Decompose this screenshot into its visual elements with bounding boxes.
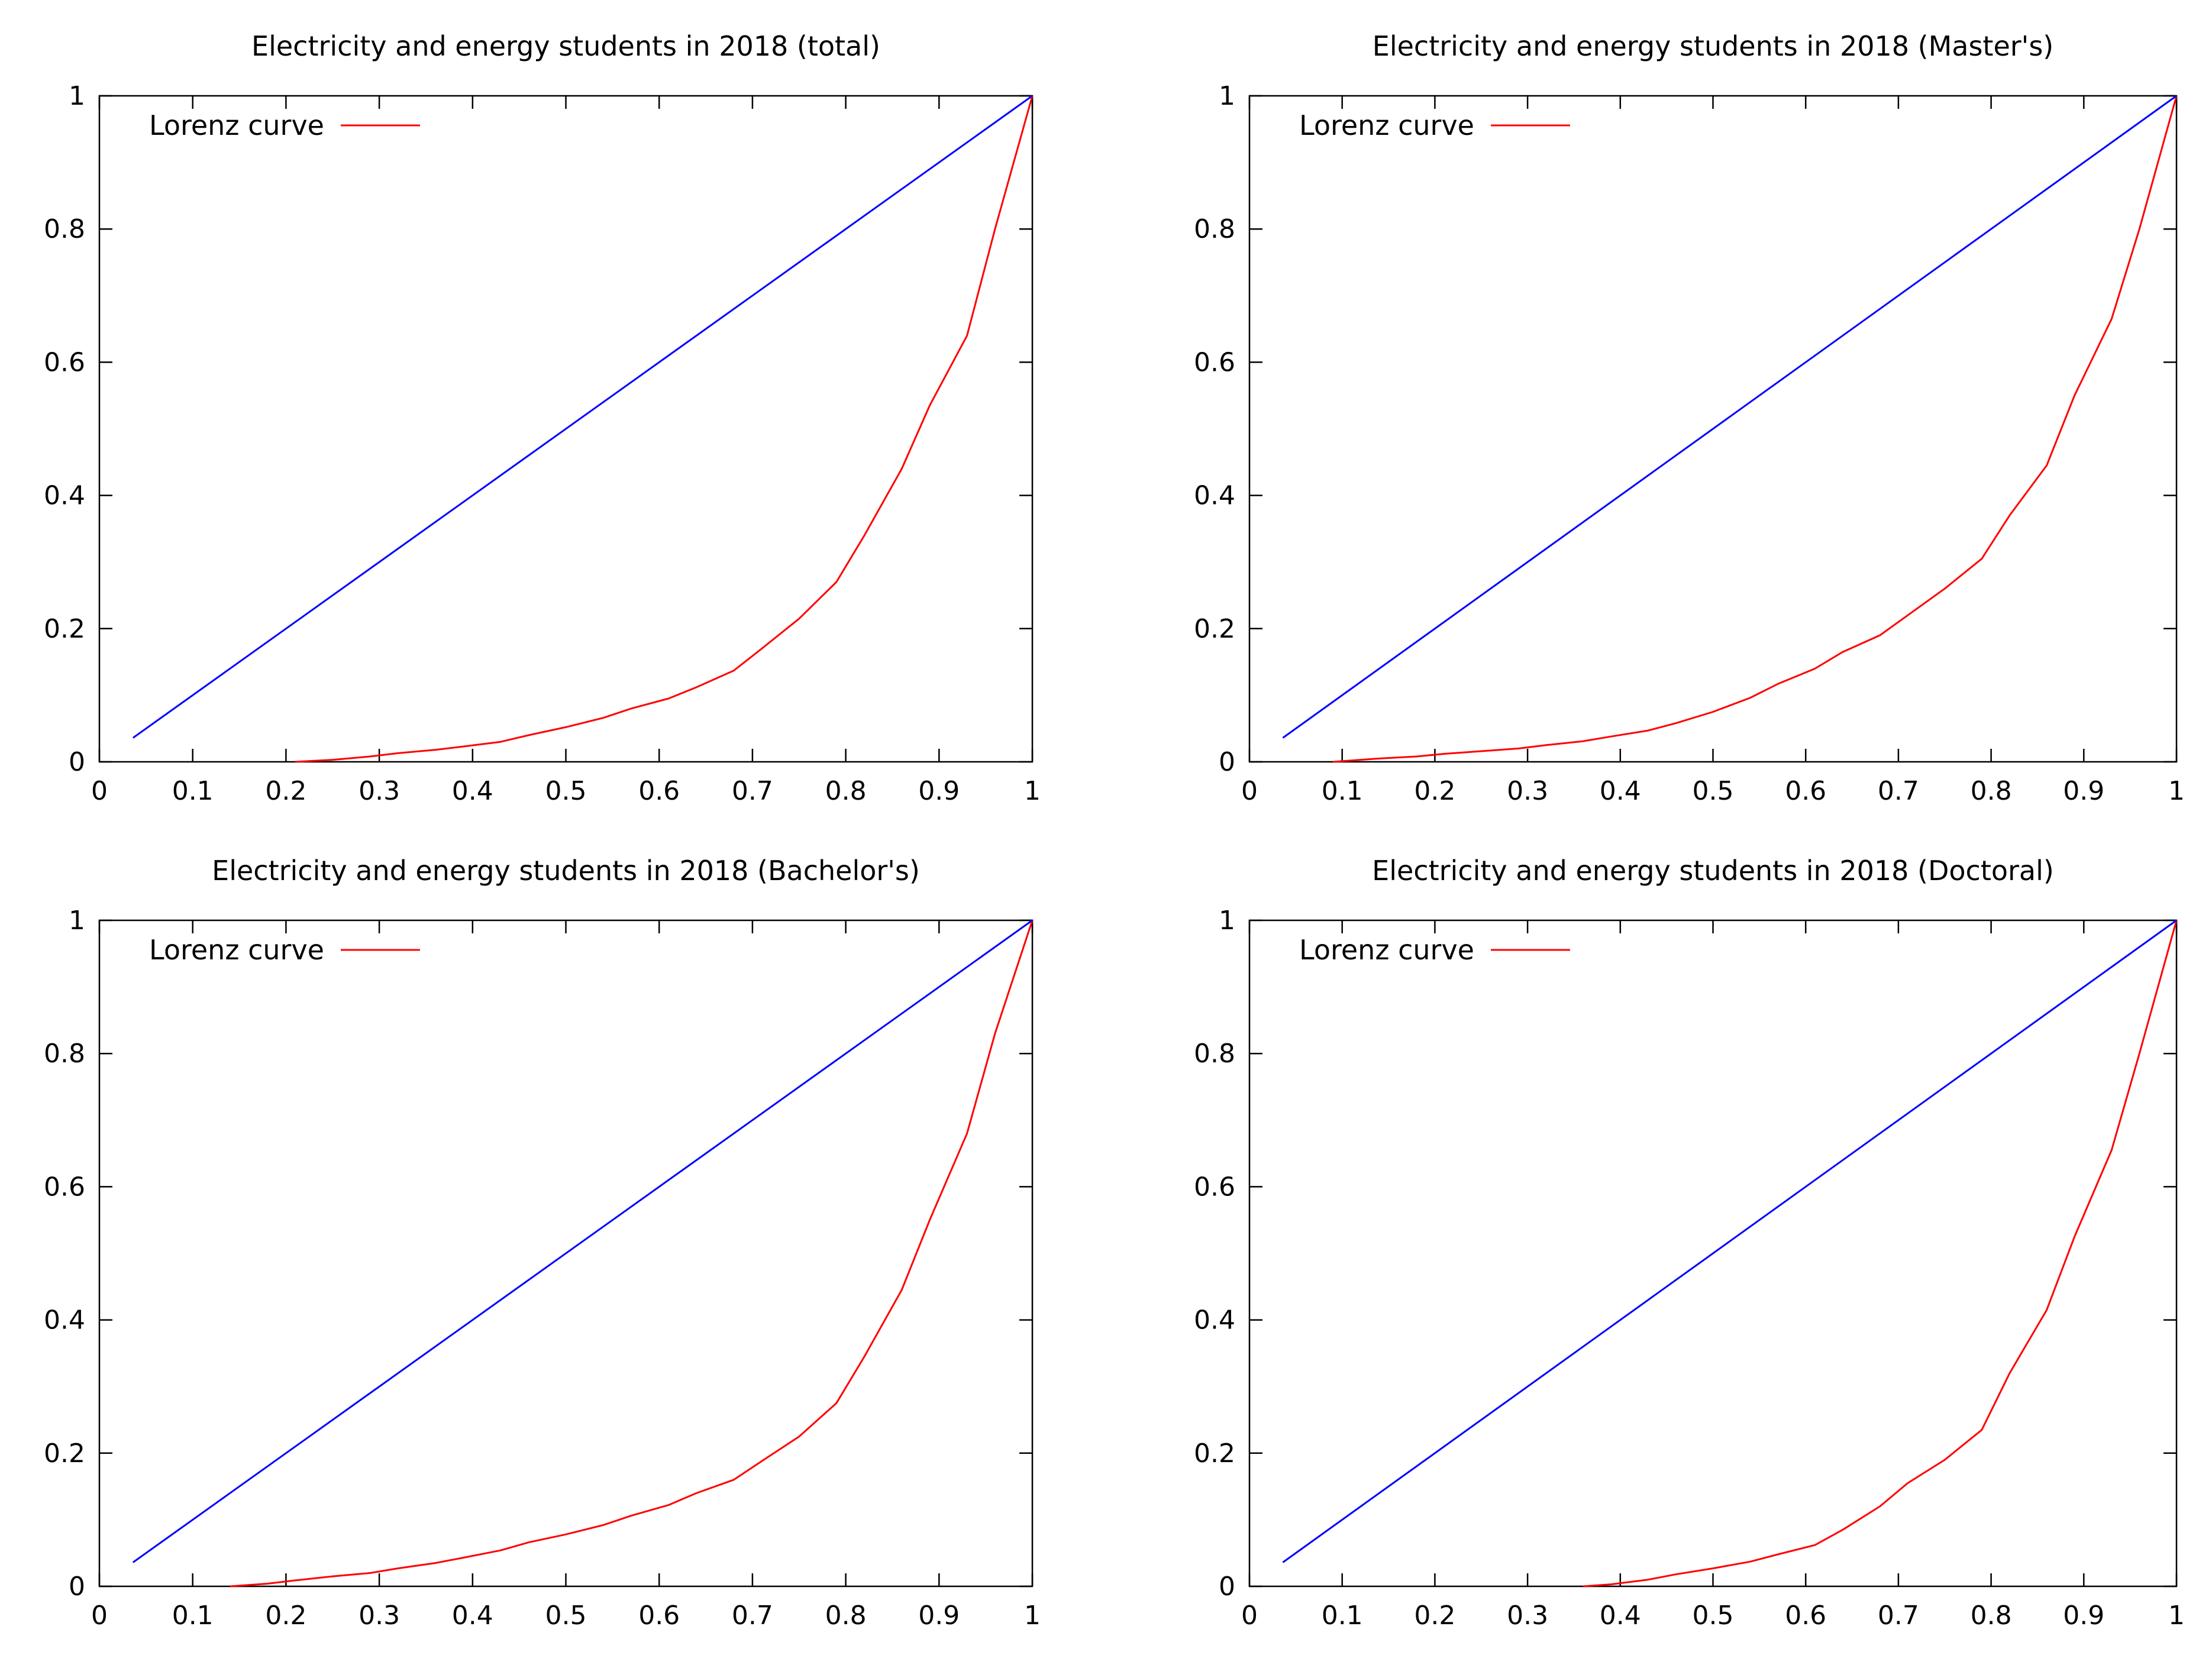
x-tick-label: 0 [1241,1601,1258,1631]
chart-title: Electricity and energy students in 2018 … [1372,855,2054,887]
y-tick-label: 0.6 [44,1172,85,1202]
x-tick-label: 0.7 [1878,776,1919,806]
y-tick-label: 0.2 [1194,1438,1235,1469]
x-tick-label: 0 [91,1601,108,1631]
x-tick-label: 0.4 [1600,776,1641,806]
y-tick-label: 0.2 [1194,614,1235,644]
y-tick-label: 0 [69,1572,85,1602]
x-tick-label: 0.1 [172,776,214,806]
x-tick-label: 0.8 [1971,776,2012,806]
y-tick-label: 0.4 [1194,481,1235,511]
y-tick-label: 0.2 [44,614,85,644]
x-tick-label: 0.1 [1322,776,1363,806]
x-tick-label: 0.9 [918,1601,960,1631]
x-tick-label: 0.5 [545,776,587,806]
legend-label: Lorenz curve [149,109,324,141]
x-tick-label: 0.6 [1785,776,1826,806]
equality-line [132,95,1033,739]
x-tick-label: 0.3 [1507,776,1548,806]
lorenz-curve-line [295,95,1034,763]
x-tick-label: 0.9 [918,776,960,806]
chart-title: Electricity and energy students in 2018 … [251,30,880,62]
y-tick-label: 0.6 [1194,1172,1235,1202]
x-tick-label: 0.7 [732,776,773,806]
x-tick-label: 0.2 [265,776,306,806]
x-tick-label: 0.3 [359,776,400,806]
x-tick-label: 1 [2168,776,2185,806]
x-tick-label: 0.4 [452,1601,493,1631]
x-tick-label: 0.8 [825,1601,867,1631]
y-tick-label: 0 [1219,747,1235,777]
x-tick-label: 0.5 [1693,1601,1734,1631]
x-tick-label: 1 [2168,1601,2185,1631]
x-tick-label: 1 [1024,776,1041,806]
y-tick-label: 1 [69,81,85,111]
y-tick-label: 1 [1219,81,1235,111]
x-tick-label: 0.5 [545,1601,587,1631]
equality-line [132,919,1033,1563]
chart-masters: Electricity and energy students in 2018 … [1194,30,2185,806]
x-tick-label: 0.5 [1693,776,1734,806]
x-tick-label: 0 [91,776,108,806]
y-tick-label: 1 [1219,906,1235,936]
x-tick-label: 1 [1024,1601,1041,1631]
x-tick-label: 0.6 [638,776,680,806]
x-tick-label: 0.7 [1878,1601,1919,1631]
y-tick-label: 0.4 [44,1305,85,1336]
chart-title: Electricity and energy students in 2018 … [212,855,920,887]
y-tick-label: 1 [69,906,85,936]
x-tick-label: 0.2 [1414,776,1455,806]
y-tick-label: 0.8 [1194,214,1235,244]
legend-label: Lorenz curve [149,934,324,966]
y-tick-label: 0 [69,747,85,777]
chart-bachelors: Electricity and energy students in 2018 … [44,855,1041,1631]
x-tick-label: 0.6 [1785,1601,1826,1631]
x-tick-label: 0.8 [825,776,867,806]
x-tick-label: 0.8 [1971,1601,2012,1631]
lorenz-curve-line [1332,95,2178,763]
y-tick-label: 0.8 [44,214,85,244]
x-tick-label: 0.1 [172,1601,214,1631]
x-tick-label: 0 [1241,776,1258,806]
x-tick-label: 0.1 [1322,1601,1363,1631]
x-tick-label: 0.4 [452,776,493,806]
x-tick-label: 0.6 [638,1601,680,1631]
y-tick-label: 0 [1219,1572,1235,1602]
y-tick-label: 0.6 [44,347,85,377]
equality-line [1282,95,2177,739]
x-tick-label: 0.7 [732,1601,773,1631]
y-tick-label: 0.6 [1194,347,1235,377]
x-tick-label: 0.2 [1414,1601,1455,1631]
x-tick-label: 0.4 [1600,1601,1641,1631]
x-tick-label: 0.3 [359,1601,400,1631]
x-tick-label: 0.9 [2063,1601,2104,1631]
y-tick-label: 0.2 [44,1438,85,1469]
y-tick-label: 0.4 [44,481,85,511]
lorenz-curve-line [1583,920,2178,1588]
legend-label: Lorenz curve [1299,109,1474,141]
x-tick-label: 0.9 [2063,776,2104,806]
legend-label: Lorenz curve [1299,934,1474,966]
equality-line [1282,919,2177,1563]
lorenz-curve-line [230,920,1034,1588]
y-tick-label: 0.4 [1194,1305,1235,1336]
y-tick-label: 0.8 [44,1039,85,1069]
x-tick-label: 0.3 [1507,1601,1548,1631]
x-tick-label: 0.2 [265,1601,306,1631]
chart-total: Electricity and energy students in 2018 … [44,30,1041,806]
y-tick-label: 0.8 [1194,1039,1235,1069]
chart-doctoral: Electricity and energy students in 2018 … [1194,855,2185,1631]
chart-title: Electricity and energy students in 2018 … [1373,30,2053,62]
